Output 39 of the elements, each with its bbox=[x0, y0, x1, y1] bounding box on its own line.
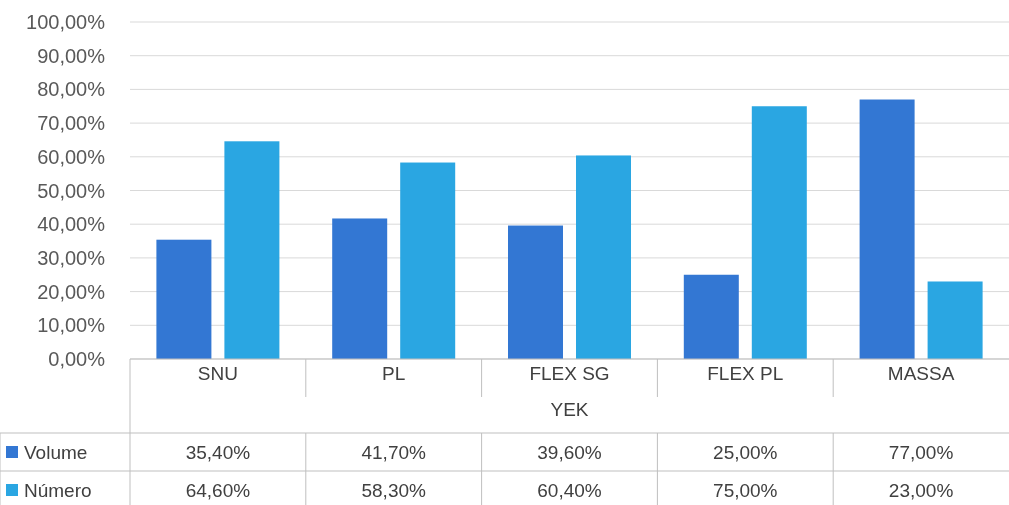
bar bbox=[927, 281, 983, 359]
y-tick-label: 80,00% bbox=[37, 78, 106, 101]
data-label: 60,40% bbox=[537, 479, 602, 501]
data-label: 64,60% bbox=[185, 479, 251, 501]
x-tick-label: PL bbox=[382, 363, 406, 384]
y-tick-label: 100,00% bbox=[26, 11, 106, 33]
bar bbox=[751, 106, 807, 359]
legend-label: Volume bbox=[24, 441, 88, 463]
x-tick-label: MASSA bbox=[887, 363, 955, 384]
bar bbox=[400, 162, 456, 359]
y-tick-label: 40,00% bbox=[37, 213, 106, 236]
x-axis-title: YEK bbox=[550, 399, 589, 420]
x-tick-label: SNU bbox=[197, 363, 238, 384]
legend-label: Número bbox=[24, 479, 92, 501]
y-tick-label: 30,00% bbox=[37, 246, 106, 269]
y-tick-label: 90,00% bbox=[37, 44, 106, 67]
data-label: 41,70% bbox=[361, 441, 427, 463]
bar bbox=[576, 155, 631, 359]
bar bbox=[156, 239, 212, 359]
data-label: 58,30% bbox=[361, 479, 427, 501]
data-label: 39,60% bbox=[537, 441, 602, 463]
bar bbox=[508, 225, 563, 359]
data-label: 25,00% bbox=[713, 441, 778, 463]
bar bbox=[859, 99, 915, 359]
data-label: 75,00% bbox=[713, 479, 778, 501]
x-tick-label: FLEX SG bbox=[529, 363, 610, 384]
y-tick-label: 70,00% bbox=[37, 112, 106, 135]
data-label: 23,00% bbox=[888, 479, 954, 501]
x-tick-label: FLEX PL bbox=[707, 363, 784, 384]
y-tick-label: 10,00% bbox=[37, 314, 106, 337]
data-label: 35,40% bbox=[185, 441, 251, 463]
y-tick-label: 0,00% bbox=[48, 348, 106, 370]
bar bbox=[683, 274, 739, 359]
bar bbox=[224, 141, 280, 359]
data-label: 77,00% bbox=[888, 441, 954, 463]
y-tick-label: 20,00% bbox=[37, 280, 106, 303]
y-tick-label: 60,00% bbox=[37, 145, 106, 168]
y-tick-label: 50,00% bbox=[37, 179, 106, 202]
bar bbox=[332, 218, 388, 359]
